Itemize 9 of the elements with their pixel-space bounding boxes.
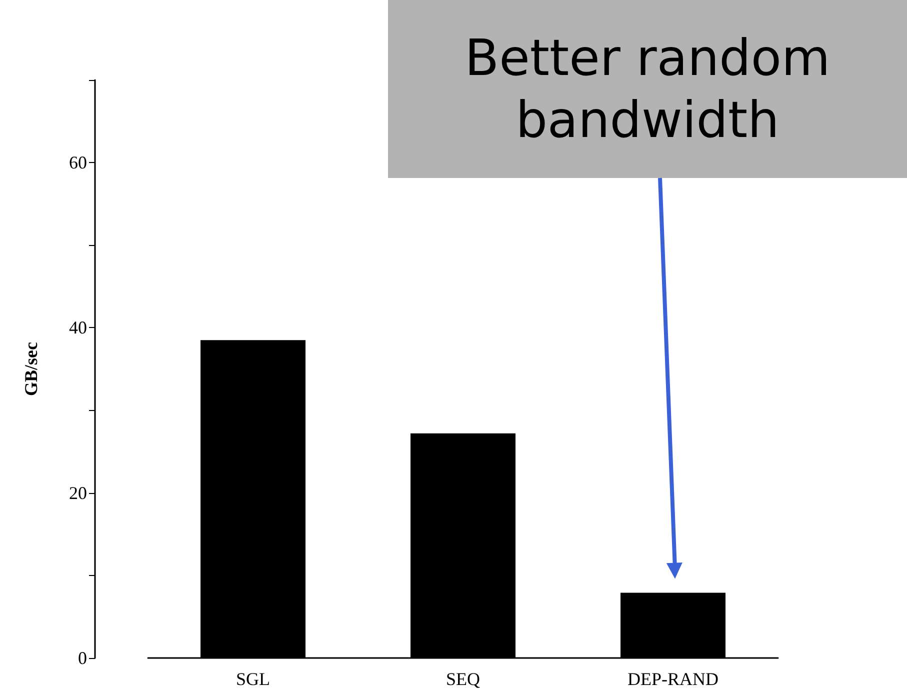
x-tick-label: SEQ xyxy=(446,669,480,689)
y-tick-label: 60 xyxy=(69,152,87,173)
y-tick-label: 40 xyxy=(69,318,87,338)
x-tick-label: DEP-RAND xyxy=(627,669,719,689)
y-tick-label: 0 xyxy=(78,648,87,668)
y-axis-title: GB/sec xyxy=(21,342,41,396)
x-tick-label: SGL xyxy=(236,669,270,689)
annotation: Better random bandwidth xyxy=(388,0,907,178)
y-tick-label: 20 xyxy=(69,482,87,503)
